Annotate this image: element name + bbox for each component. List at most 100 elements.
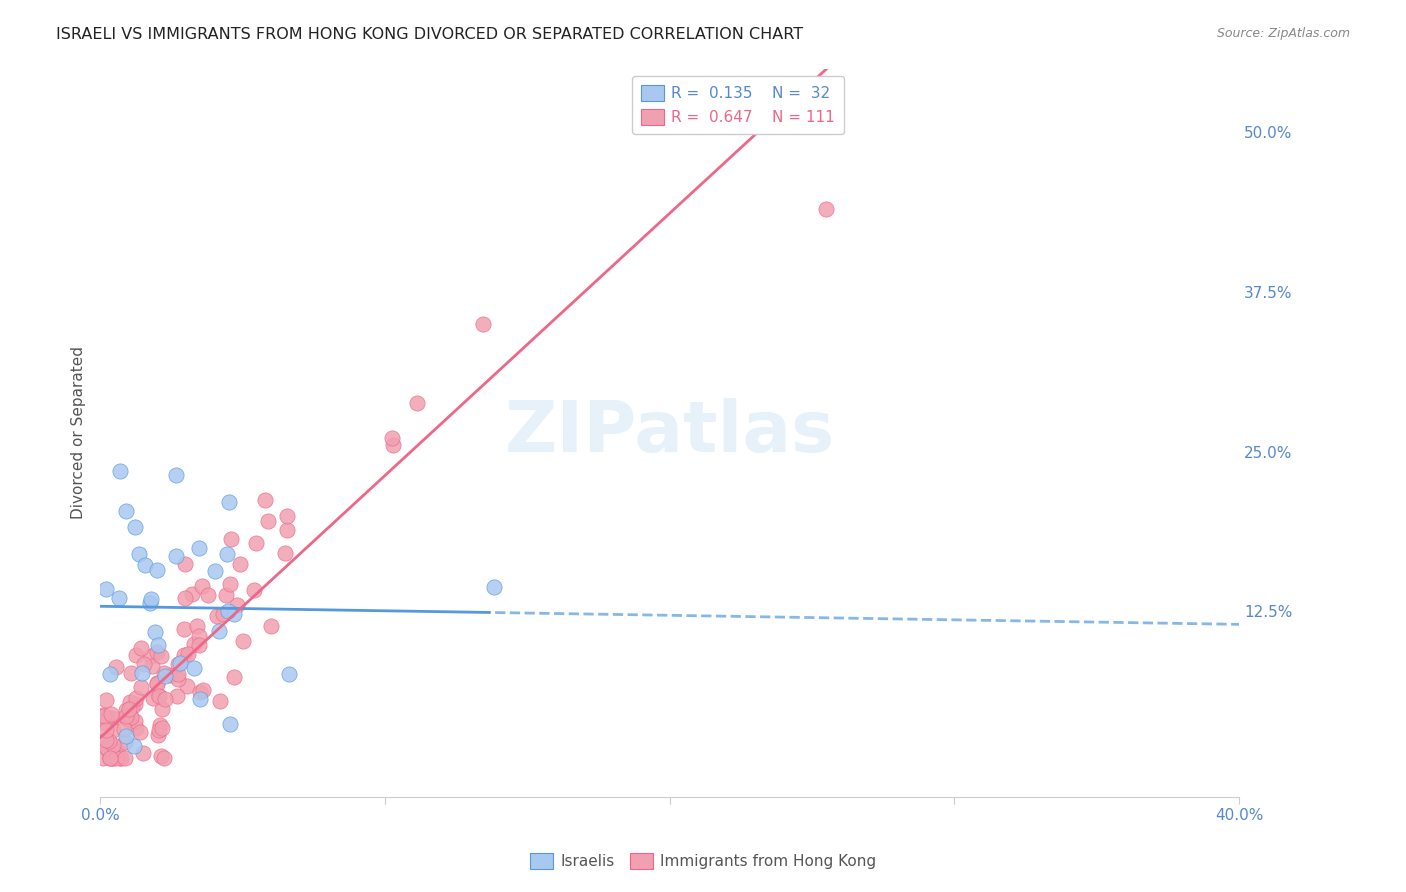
Point	[115, 709, 138, 723]
Point	[191, 579, 214, 593]
Point	[98, 751, 121, 765]
Point	[117, 712, 139, 726]
Point	[150, 702, 173, 716]
Legend: R =  0.135    N =  32, R =  0.647    N = 111: R = 0.135 N = 32, R = 0.647 N = 111	[631, 76, 845, 134]
Point	[120, 709, 142, 723]
Point	[132, 746, 155, 760]
Point	[173, 591, 195, 606]
Point	[159, 668, 181, 682]
Point	[124, 698, 146, 712]
Point	[96, 710, 118, 724]
Point	[141, 649, 163, 664]
Point	[155, 668, 177, 682]
Point	[94, 732, 117, 747]
Point	[150, 721, 173, 735]
Point	[98, 751, 121, 765]
Point	[211, 607, 233, 621]
Point	[165, 468, 187, 483]
Point	[188, 638, 211, 652]
Point	[222, 607, 245, 621]
Point	[110, 751, 132, 765]
Point	[276, 524, 298, 538]
Point	[108, 751, 131, 765]
Point	[186, 619, 208, 633]
Point	[215, 547, 238, 561]
Point	[243, 583, 266, 598]
Point	[129, 725, 152, 739]
Point	[229, 557, 252, 571]
Point	[180, 587, 202, 601]
Point	[117, 712, 139, 726]
Point	[188, 685, 211, 699]
Point	[146, 562, 169, 576]
Point	[183, 637, 205, 651]
Point	[145, 645, 167, 659]
Point	[96, 723, 118, 738]
Point	[98, 667, 121, 681]
Point	[167, 672, 190, 686]
Point	[232, 634, 254, 648]
Y-axis label: Divorced or Separated: Divorced or Separated	[72, 346, 86, 519]
Point	[101, 738, 124, 752]
Point	[209, 694, 232, 708]
Legend: Israelis, Immigrants from Hong Kong: Israelis, Immigrants from Hong Kong	[523, 847, 883, 875]
Point	[204, 564, 226, 578]
Point	[96, 582, 118, 596]
Point	[129, 680, 152, 694]
Point	[208, 624, 231, 638]
Point	[188, 541, 211, 555]
Point	[146, 638, 169, 652]
Point	[91, 707, 114, 722]
Point	[117, 710, 139, 724]
Point	[125, 648, 148, 662]
Point	[120, 665, 142, 680]
Point	[139, 592, 162, 607]
Point	[103, 723, 125, 738]
Point	[173, 648, 195, 662]
Point	[146, 689, 169, 703]
Point	[97, 743, 120, 757]
Point	[118, 695, 141, 709]
Point	[104, 660, 127, 674]
Point	[131, 641, 153, 656]
Point	[128, 547, 150, 561]
Point	[221, 533, 243, 547]
Point	[101, 751, 124, 765]
Point	[112, 722, 135, 736]
Point	[101, 751, 124, 765]
Point	[173, 622, 195, 636]
Point	[277, 666, 299, 681]
Point	[815, 202, 838, 216]
Point	[381, 431, 404, 445]
Point	[146, 675, 169, 690]
Point	[153, 665, 176, 680]
Point	[166, 689, 188, 703]
Point	[101, 742, 124, 756]
Point	[91, 751, 114, 765]
Point	[125, 721, 148, 735]
Point	[124, 714, 146, 728]
Point	[482, 581, 505, 595]
Point	[124, 520, 146, 534]
Point	[148, 723, 170, 738]
Point	[141, 659, 163, 673]
Point	[131, 666, 153, 681]
Point	[188, 628, 211, 642]
Point	[153, 751, 176, 765]
Point	[142, 691, 165, 706]
Point	[105, 743, 128, 757]
Point	[222, 670, 245, 684]
Point	[254, 492, 277, 507]
Point	[149, 748, 172, 763]
Point	[108, 591, 131, 605]
Point	[169, 656, 191, 670]
Point	[176, 679, 198, 693]
Point	[155, 692, 177, 706]
Point	[215, 588, 238, 602]
Point	[149, 717, 172, 731]
Point	[149, 648, 172, 663]
Point	[260, 619, 283, 633]
Point	[125, 690, 148, 705]
Point	[115, 704, 138, 718]
Point	[94, 739, 117, 754]
